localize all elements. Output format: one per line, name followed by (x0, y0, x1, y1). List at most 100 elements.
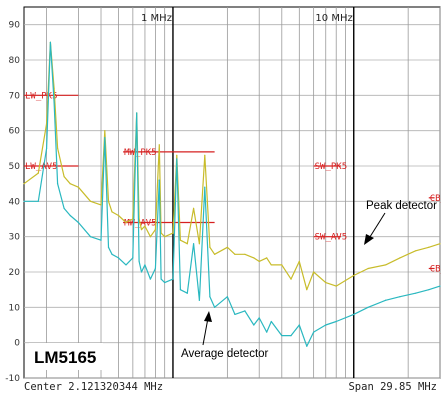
y-tick-label: 60 (9, 127, 21, 137)
series-point (335, 320, 337, 323)
series-point (384, 299, 387, 301)
series-point (107, 200, 110, 202)
series-point (63, 207, 65, 209)
series-point (77, 186, 80, 188)
series-point (132, 257, 134, 259)
series-point (100, 204, 102, 206)
annotation-peak-arrow-head (364, 234, 374, 245)
series-point (290, 278, 292, 280)
annotation-peak-detector: Peak detector (366, 200, 437, 212)
series-point (104, 137, 106, 139)
series-point (107, 246, 110, 248)
limit-label: MW_PK5 (124, 148, 157, 158)
series-point (132, 218, 134, 220)
series-point (367, 267, 369, 270)
series-point (384, 264, 387, 266)
series-point (439, 285, 441, 287)
series-point (306, 289, 308, 291)
series-point (439, 243, 441, 245)
series-point (244, 310, 246, 312)
badge-background (29, 343, 103, 370)
series-point (160, 278, 162, 280)
series-point (198, 299, 200, 301)
series-point (140, 229, 143, 231)
series-point (192, 243, 195, 245)
series-point (77, 221, 80, 224)
series-point (164, 236, 166, 238)
series-point (281, 335, 283, 337)
series-point (149, 236, 151, 238)
series-point (209, 246, 211, 248)
series-point (298, 260, 300, 262)
series-point (313, 331, 315, 333)
annotation-average-arrow-head (204, 311, 212, 322)
series-point (270, 320, 272, 323)
series-point (104, 130, 106, 132)
series-point (186, 292, 188, 294)
series-point (298, 324, 300, 326)
series-point (353, 313, 355, 315)
y-tick-label: 80 (9, 56, 21, 66)
series-point (37, 172, 39, 174)
series-point (164, 282, 166, 284)
series-point (140, 271, 143, 273)
series-point (111, 211, 113, 213)
y-tick-labels: -10 0 10 20 30 40 50 60 70 80 90 (5, 21, 20, 384)
annotation-average-detector: Average detector (181, 348, 269, 360)
series-point (209, 296, 211, 298)
series-point (325, 324, 327, 326)
y-tick-label: 90 (9, 21, 21, 31)
series-point (204, 154, 206, 156)
limit-label: CB_AV5 (430, 264, 441, 274)
series-point (192, 207, 195, 209)
series-point (290, 335, 292, 337)
series-line (24, 41, 441, 347)
series-point (198, 243, 200, 245)
annotation-average-arrow-line (202, 317, 209, 346)
limit-label: SW_PK5 (315, 162, 348, 172)
series-point (125, 264, 127, 266)
series-point (179, 289, 182, 291)
y-tick-label: 30 (9, 233, 21, 243)
limit-label: LW_PK5 (25, 91, 58, 101)
limit-label: CB_PK5 (430, 194, 441, 204)
series-point (270, 264, 272, 266)
series-point (281, 264, 283, 266)
series-point (266, 331, 268, 333)
series-point (56, 183, 59, 185)
limit-label: SW_AV5 (315, 233, 348, 243)
series-point (335, 285, 337, 287)
series-point (69, 214, 71, 217)
plot-area (23, 6, 441, 379)
y-tick-label: 20 (9, 268, 21, 278)
series-point (23, 200, 25, 202)
series-point (89, 236, 92, 238)
series-point (253, 324, 255, 326)
series-point (56, 147, 59, 149)
series-point (117, 214, 120, 217)
series-point (214, 253, 216, 255)
y-tick-label: 10 (9, 303, 21, 313)
footer-center: Center 2.121320344 MHz (24, 381, 164, 393)
series-point (253, 257, 255, 259)
y-tick-label: 70 (9, 91, 21, 101)
series-point (367, 306, 369, 308)
series-group (23, 41, 441, 347)
footer-span: Span 29.85 MHz (348, 381, 437, 393)
series-point (172, 278, 174, 280)
series-point (415, 250, 417, 252)
series-point (234, 253, 236, 255)
series-point (428, 246, 430, 248)
series-point (125, 221, 127, 224)
series-point (89, 200, 92, 202)
series-point (144, 264, 146, 266)
series-point (63, 176, 65, 178)
series-point (100, 239, 102, 241)
y-tick-label: -10 (5, 374, 20, 384)
y-tick-label: 50 (9, 162, 21, 172)
series-point (37, 200, 39, 202)
series-point (353, 274, 355, 277)
series-point (428, 289, 430, 291)
series-point (415, 292, 417, 294)
